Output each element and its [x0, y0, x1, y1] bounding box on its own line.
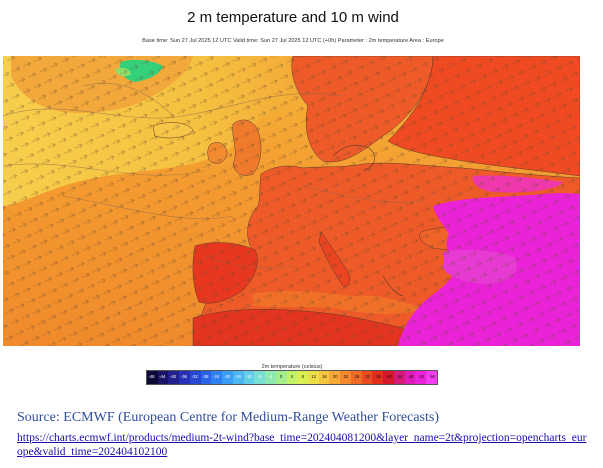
source-text: Source: ECMWF (European Centre for Mediu…: [17, 410, 439, 425]
legend-swatch: [350, 371, 362, 384]
legend-swatch: [147, 371, 158, 384]
legend-swatch: [415, 371, 427, 384]
temperature-map[interactable]: [3, 56, 580, 346]
legend-swatch: [361, 371, 373, 384]
legend-swatch: [275, 371, 287, 384]
legend-swatch: [372, 371, 384, 384]
legend-swatch: [318, 371, 330, 384]
legend-swatch: [265, 371, 276, 384]
color-legend-bar: [146, 370, 438, 385]
legend-swatch: [404, 371, 416, 384]
legend-swatch: [426, 371, 437, 384]
source-link[interactable]: https://charts.ecmwf.int/products/medium…: [17, 432, 587, 458]
legend-swatch: [286, 371, 298, 384]
legend-swatch: [308, 371, 319, 384]
legend-swatch: [340, 371, 351, 384]
legend-swatch: [254, 371, 266, 384]
legend-swatch: [329, 371, 341, 384]
wind-arrows: [3, 56, 580, 346]
legend-swatch: [179, 371, 190, 384]
legend-swatch: [383, 371, 394, 384]
legend-swatch: [297, 371, 309, 384]
legend-swatch: [232, 371, 244, 384]
legend-swatch: [393, 371, 405, 384]
chart-subtitle: Base time: Sun 27 Jul 2025 12 UTC Valid …: [142, 38, 444, 44]
legend-swatch: [211, 371, 223, 384]
legend-swatch: [189, 371, 201, 384]
chart-title: 2 m temperature and 10 m wind: [187, 9, 399, 26]
legend-swatch: [200, 371, 212, 384]
legend-title: 2m temperature (celsius): [261, 364, 323, 370]
map-svg: [3, 56, 580, 346]
legend-swatch: [243, 371, 255, 384]
legend-swatch: [157, 371, 169, 384]
legend-swatch: [222, 371, 233, 384]
legend-swatch: [168, 371, 180, 384]
